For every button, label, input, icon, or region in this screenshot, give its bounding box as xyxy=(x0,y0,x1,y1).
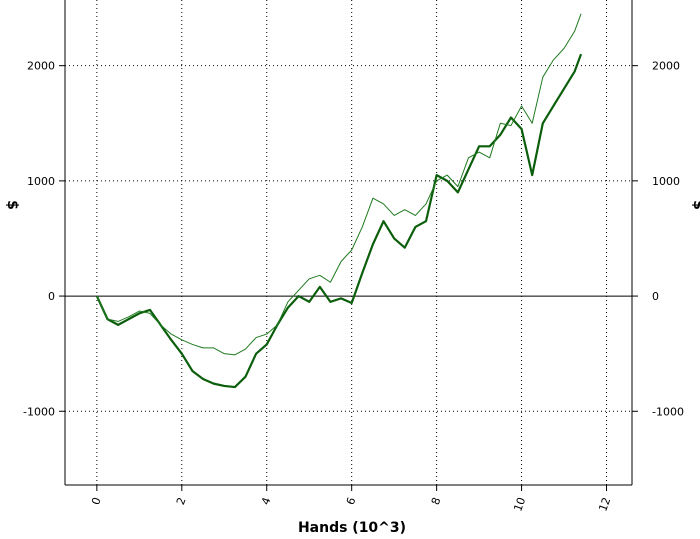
y-tick-label: 0 xyxy=(48,290,55,303)
x-tick-label: 2 xyxy=(174,496,189,507)
y2-tick-label: 1000 xyxy=(652,175,680,188)
x-tick-label: 8 xyxy=(429,496,444,507)
x-tick-label: 0 xyxy=(89,496,104,507)
x-tick-label: 6 xyxy=(344,496,359,507)
y-tick-label: 2000 xyxy=(27,60,55,73)
y2-tick-label: -1000 xyxy=(652,405,684,418)
y-axis-label: $ xyxy=(4,200,20,210)
series-line xyxy=(96,13,582,356)
series-line xyxy=(95,53,583,389)
y-tick-label: -1000 xyxy=(23,405,55,418)
x-tick-label: 12 xyxy=(596,496,613,514)
x-tick-label: 10 xyxy=(511,496,528,514)
x-tick-label: 4 xyxy=(259,496,274,507)
y2-axis-label: $ xyxy=(690,200,700,210)
x-axis-label: Hands (10^3) xyxy=(298,520,406,536)
y2-tick-label: 0 xyxy=(652,290,659,303)
y2-tick-label: 2000 xyxy=(652,60,680,73)
y-tick-label: 1000 xyxy=(27,175,55,188)
